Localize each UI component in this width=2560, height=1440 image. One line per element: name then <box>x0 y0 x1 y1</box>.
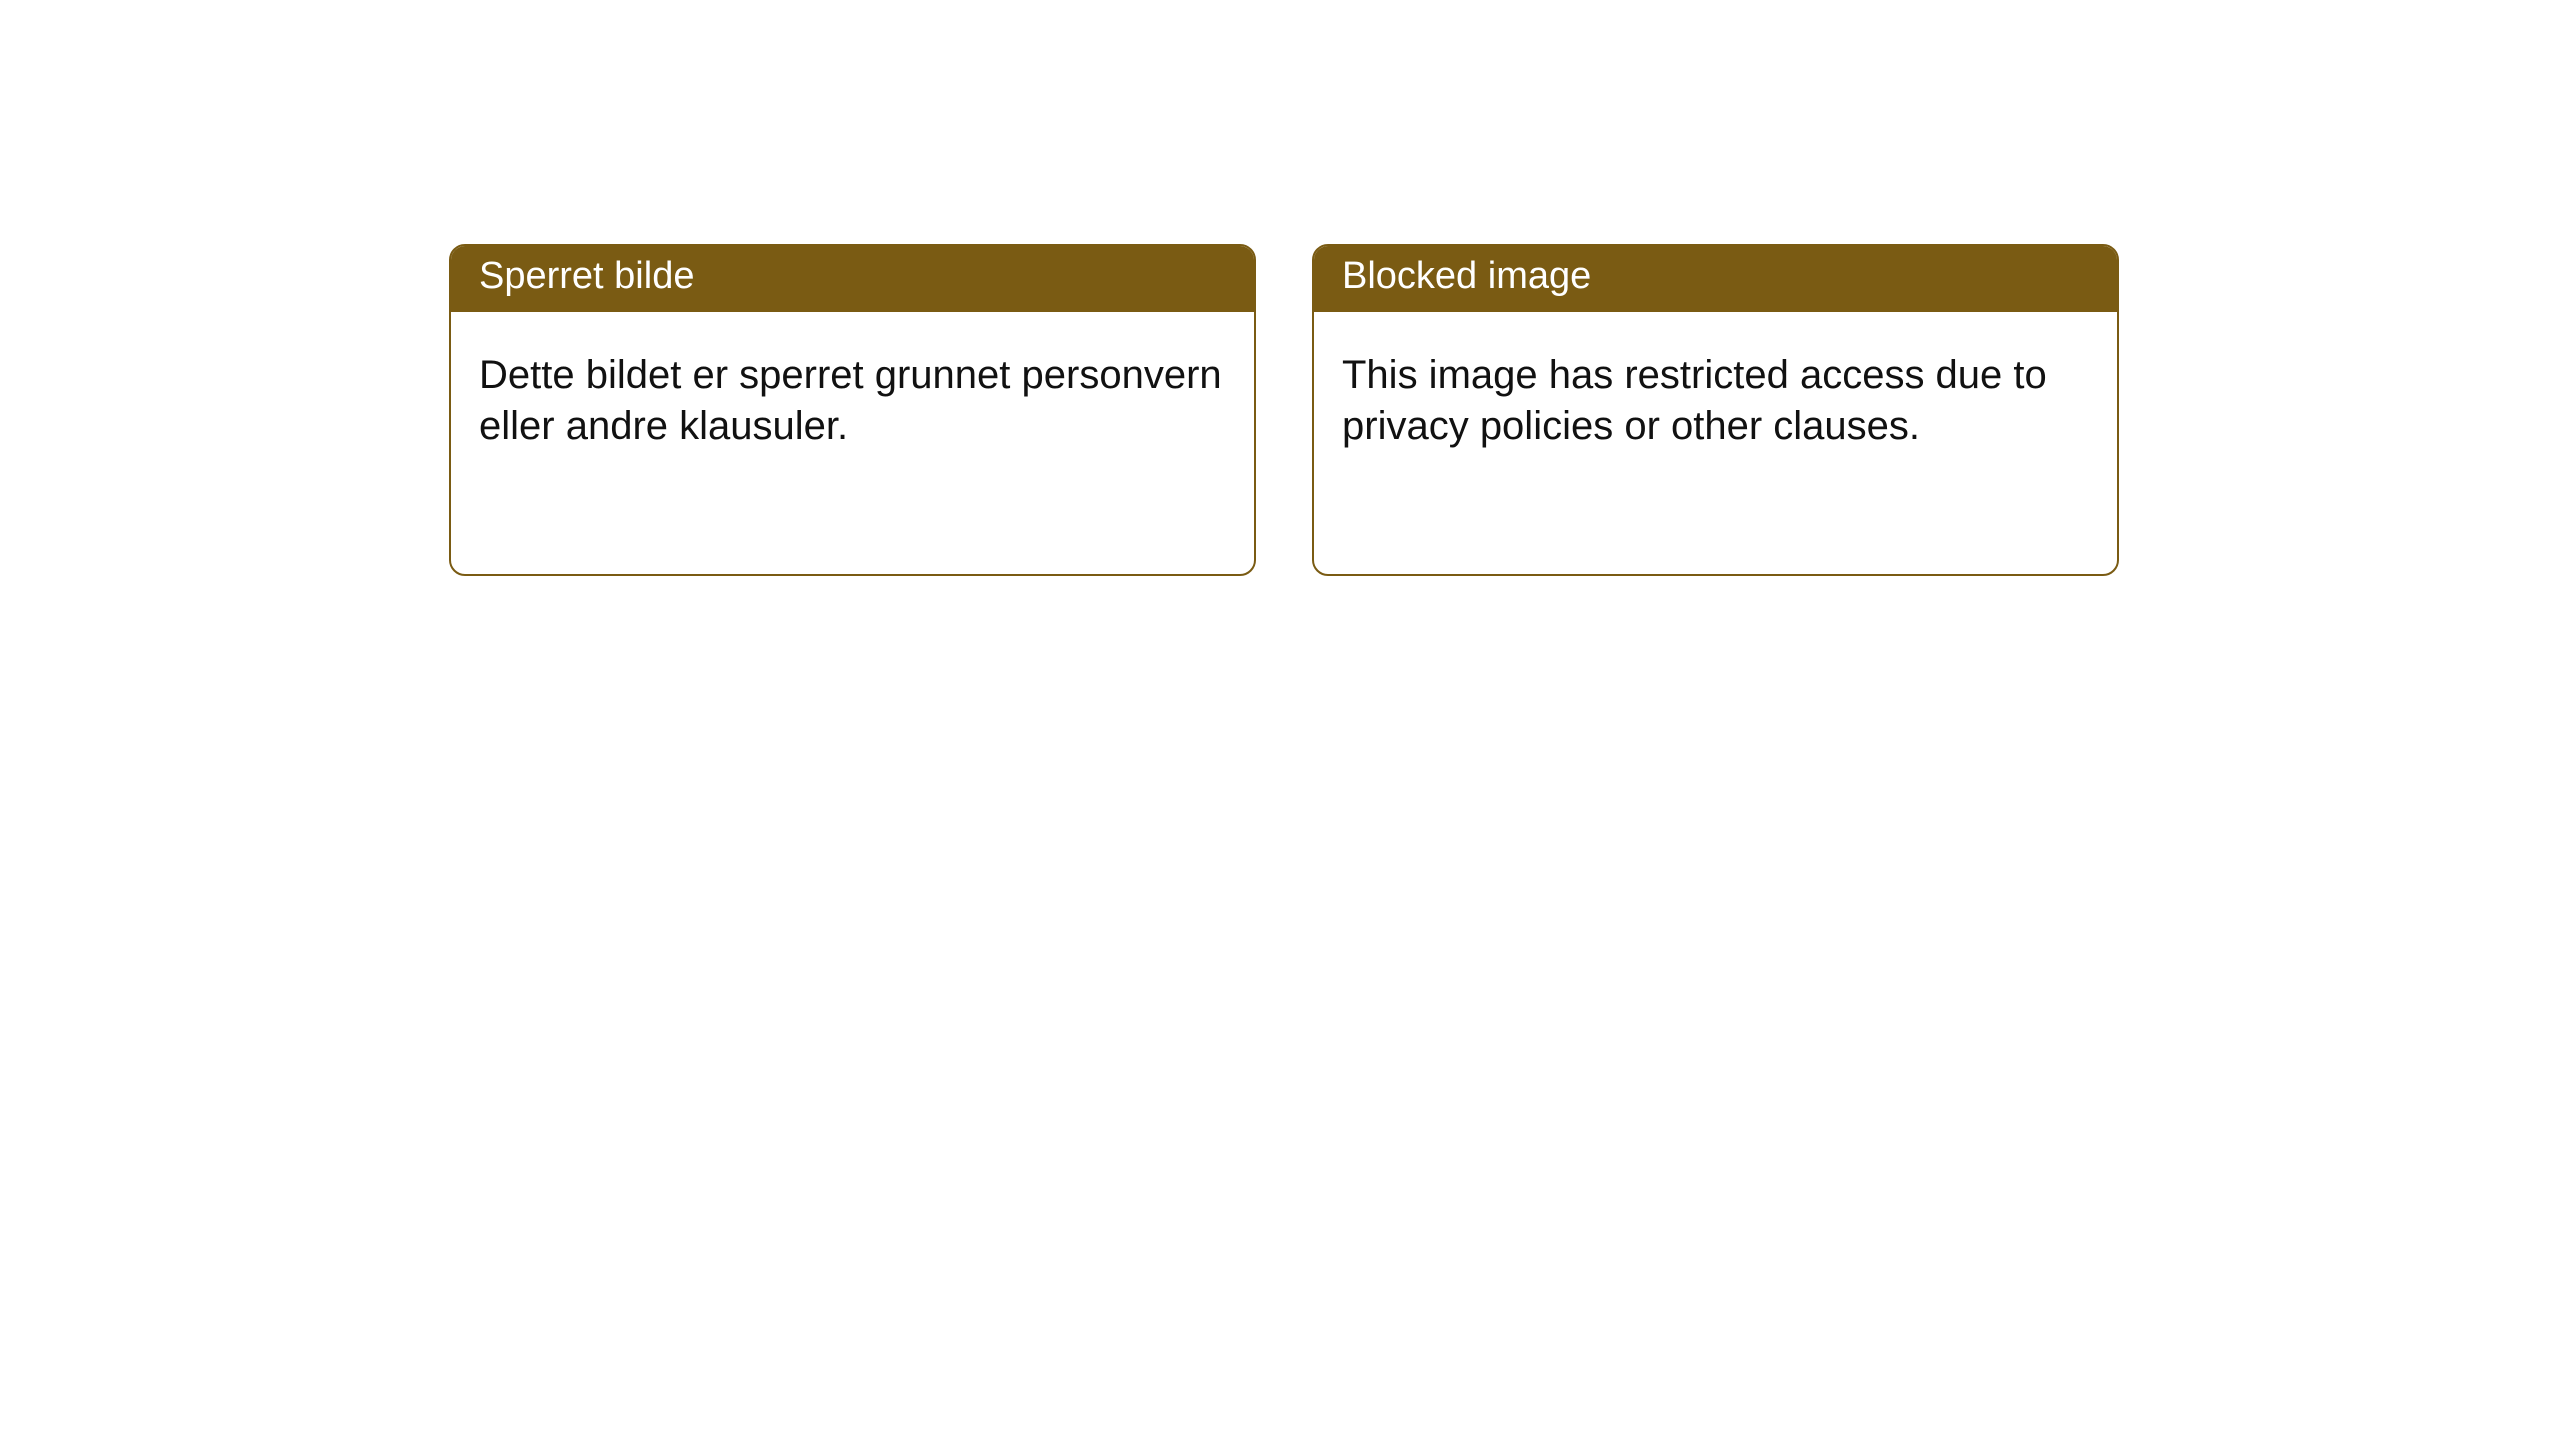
blocked-image-cards: Sperret bilde Dette bildet er sperret gr… <box>449 244 2560 576</box>
card-title: Sperret bilde <box>451 246 1254 312</box>
blocked-image-card-en: Blocked image This image has restricted … <box>1312 244 2119 576</box>
blocked-image-card-no: Sperret bilde Dette bildet er sperret gr… <box>449 244 1256 576</box>
card-body: Dette bildet er sperret grunnet personve… <box>451 312 1254 490</box>
card-body: This image has restricted access due to … <box>1314 312 2117 490</box>
card-title: Blocked image <box>1314 246 2117 312</box>
